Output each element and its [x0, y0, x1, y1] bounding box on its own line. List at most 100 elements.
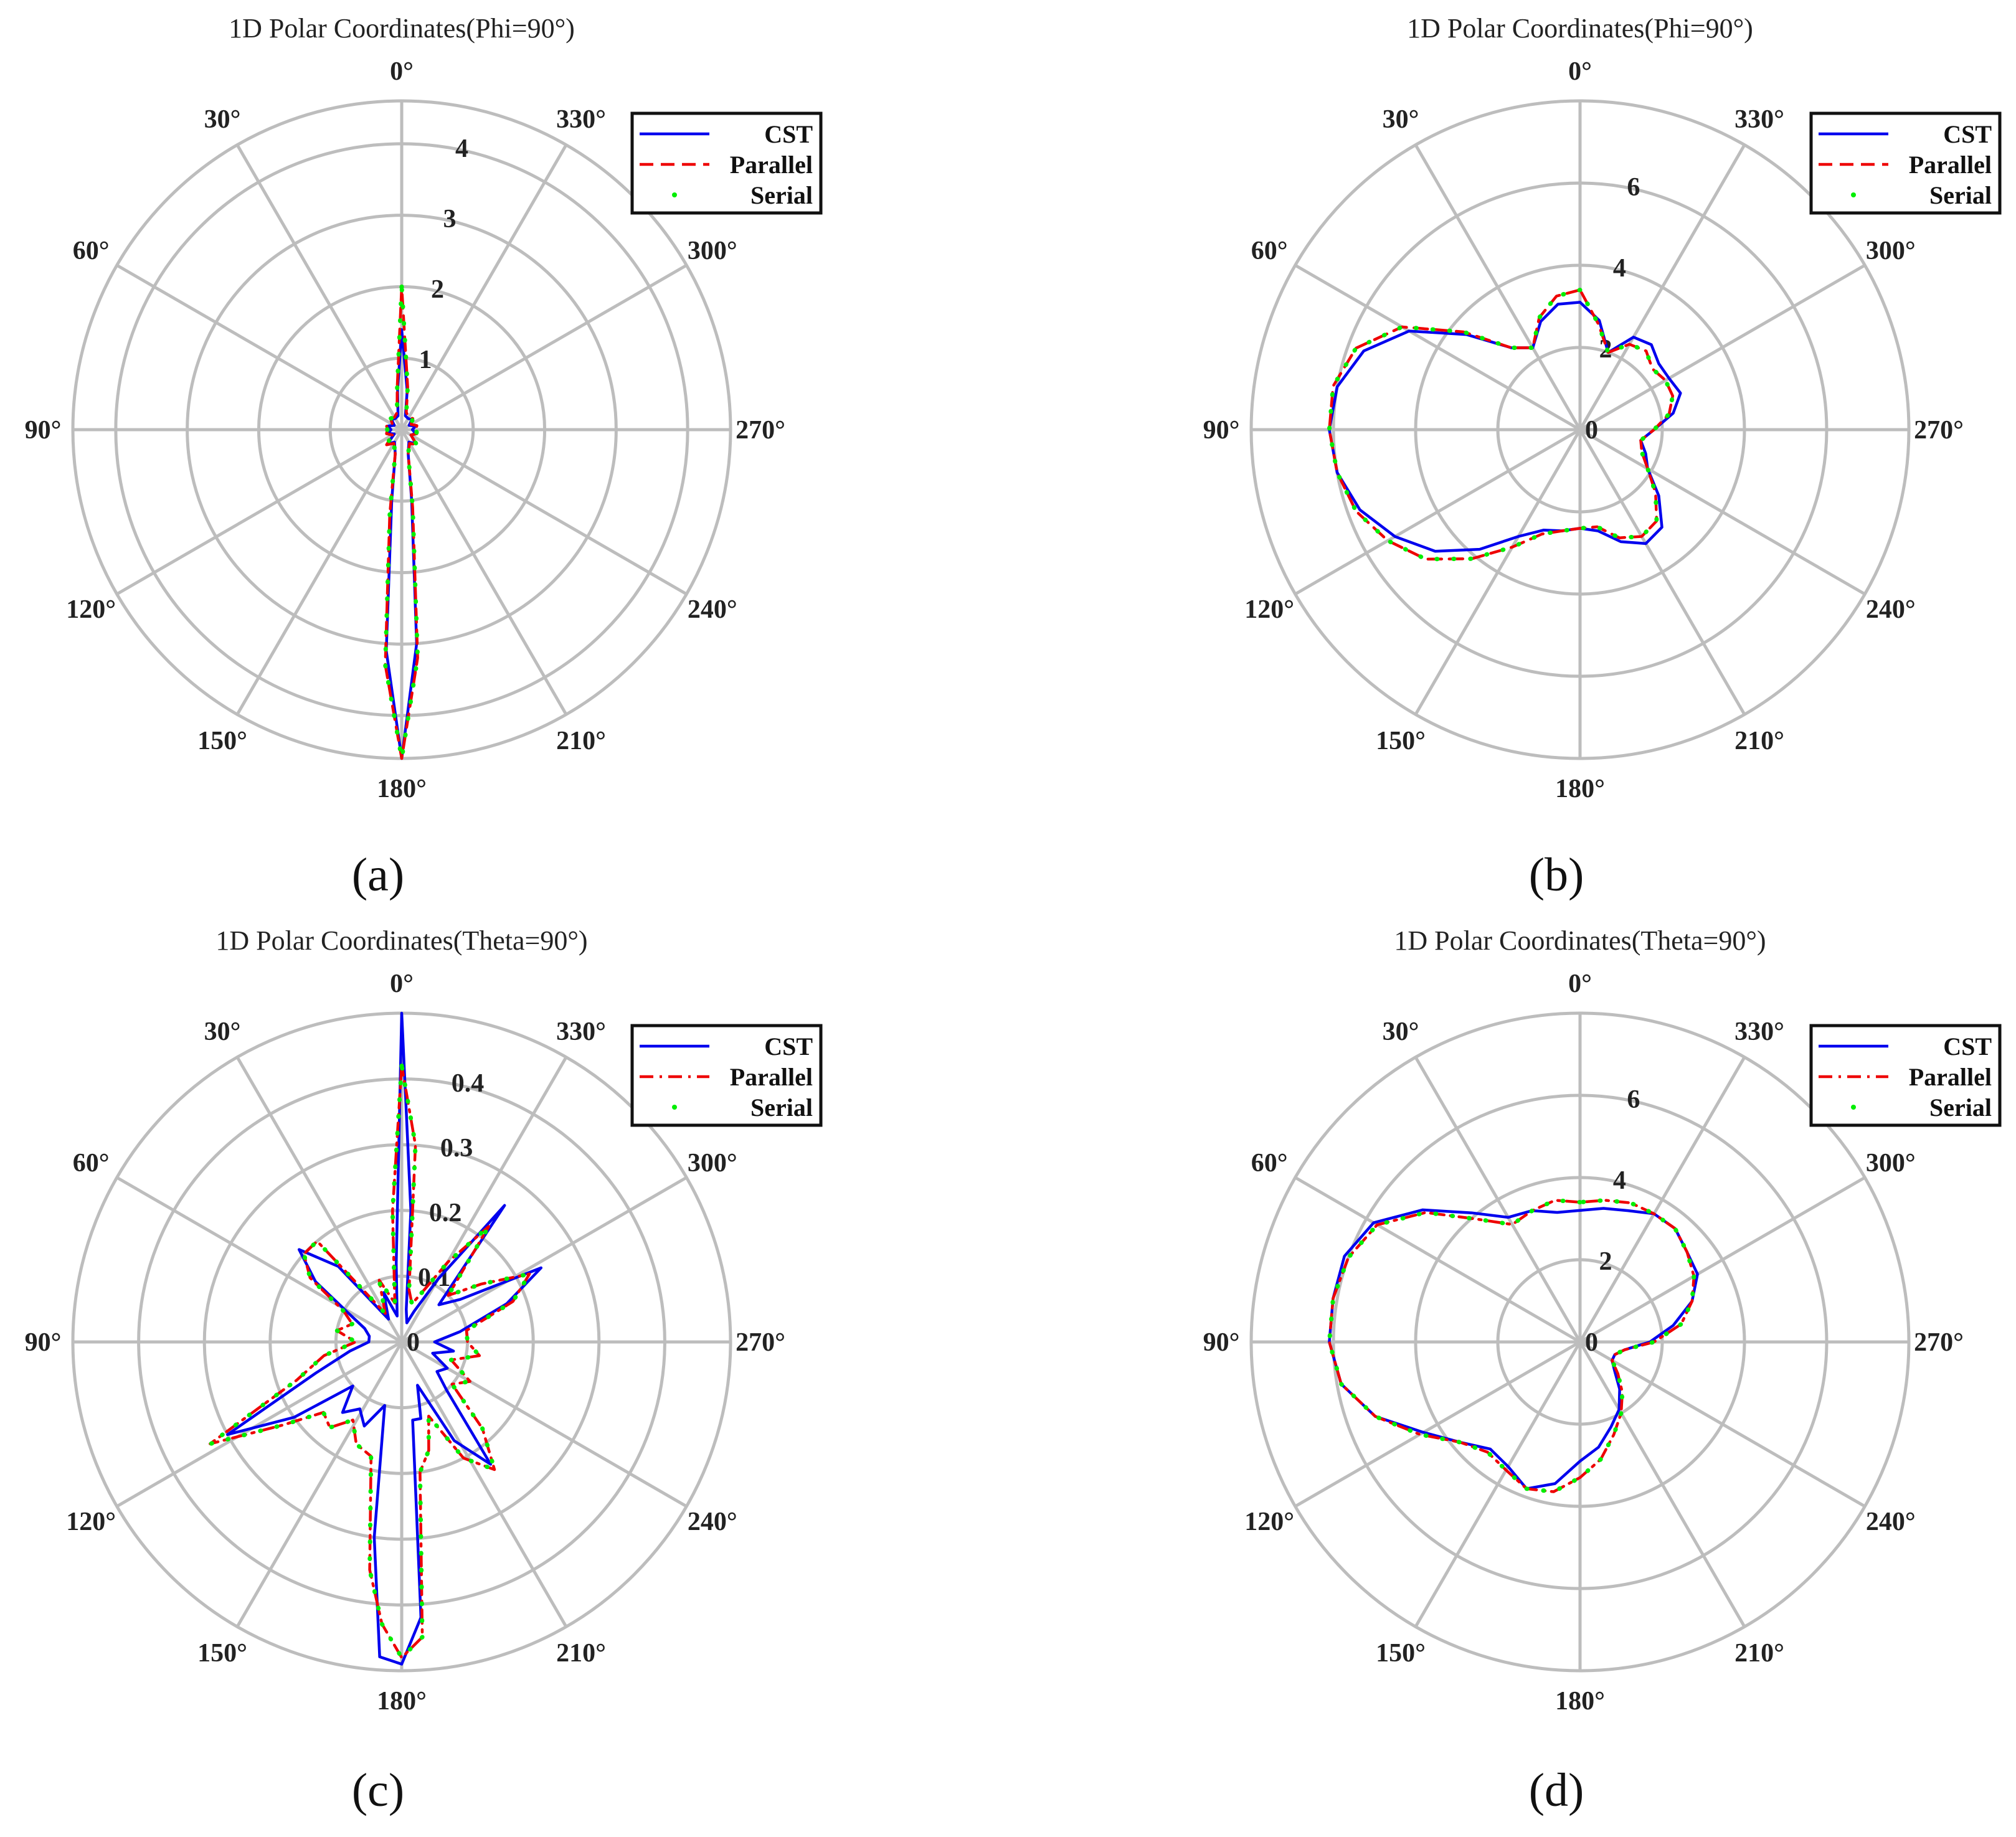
angle-tick-label: 60°: [1251, 1149, 1288, 1178]
series-parallel-line: [384, 285, 419, 760]
radial-tick-label: 0.3: [440, 1134, 473, 1163]
polar-chart-b: 1D Polar Coordinates(Phi=90°) 0° 30° 60° 90°…: [1203, 13, 2002, 901]
legend-box: [1809, 1024, 2002, 1127]
radial-tick-label: 0: [1585, 416, 1598, 445]
grid-spoke: [1578, 144, 1746, 431]
angle-tick-label: 30°: [1383, 1018, 1419, 1046]
angle-tick-label: 330°: [556, 1018, 606, 1046]
angle-tick-label: 330°: [1734, 105, 1784, 134]
grid-spoke: [1294, 1176, 1581, 1344]
grid-spoke: [400, 144, 568, 431]
legend-label-parallel: Parallel: [1909, 1063, 1992, 1091]
angle-tick-label: 210°: [1734, 727, 1784, 755]
legend-box: [630, 1024, 823, 1127]
angle-tick-label: 30°: [204, 1018, 241, 1046]
angle-tick-label: 240°: [1866, 1508, 1916, 1536]
grid-spoke: [400, 1341, 568, 1628]
angle-tick-label: 180°: [1555, 775, 1605, 803]
grid-spoke: [1578, 1056, 1746, 1343]
radial-tick-label: 2: [1599, 1247, 1612, 1276]
radial-tick-label: 0.2: [429, 1199, 462, 1227]
grid-spoke: [400, 428, 688, 596]
radial-tick-label: 4: [1613, 1166, 1626, 1195]
series-serial-line: [1327, 288, 1675, 562]
grid-spoke: [1414, 1056, 1582, 1343]
series-serial-line: [1327, 1198, 1697, 1494]
angle-tick-label: 270°: [736, 1328, 785, 1357]
legend-label-parallel: Parallel: [1909, 151, 1992, 179]
legend-label-serial: Serial: [1929, 181, 1992, 209]
angle-tick-label: 180°: [377, 1687, 427, 1716]
angle-tick-label: 300°: [1866, 237, 1916, 265]
radial-tick-label: 4: [455, 135, 468, 163]
angle-tick-label: 270°: [736, 416, 785, 445]
legend-label-serial: Serial: [750, 1093, 813, 1122]
legend-label-parallel: Parallel: [730, 1063, 813, 1091]
grid-spoke: [235, 428, 404, 715]
angle-tick-label: 300°: [688, 1149, 737, 1178]
angle-tick-label: 150°: [197, 727, 247, 755]
angle-tick-label: 0°: [390, 57, 414, 86]
grid-spoke: [1579, 1340, 1866, 1508]
polar-chart-d: 1D Polar Coordinates(Theta=90°) 0° 30° 60° 9…: [1203, 925, 2002, 1816]
panel-caption: (c): [352, 1764, 404, 1816]
angle-tick-label: 60°: [1251, 237, 1288, 265]
grid-spoke: [400, 1056, 568, 1343]
legend-swatch-serial: [1851, 1105, 1856, 1110]
chart-title: 1D Polar Coordinates(Phi=90°): [1407, 13, 1753, 44]
radial-tick-label: 1: [419, 346, 432, 374]
angle-tick-label: 210°: [1734, 1639, 1784, 1668]
legend-label-parallel: Parallel: [730, 151, 813, 179]
grid-spoke: [235, 144, 404, 431]
angle-tick-label: 240°: [688, 595, 737, 624]
angle-tick-label: 180°: [1555, 1687, 1605, 1716]
radial-tick-label: 6: [1627, 1085, 1640, 1114]
radial-tick-label: 0.4: [452, 1069, 485, 1098]
grid-spoke: [1294, 428, 1581, 596]
legend-swatch-serial: [672, 192, 677, 197]
angle-tick-label: 30°: [204, 105, 241, 134]
angle-tick-label: 150°: [197, 1639, 247, 1668]
legend-label-cst: CST: [1943, 120, 1992, 148]
chart-title: 1D Polar Coordinates(Theta=90°): [1394, 925, 1766, 956]
angle-tick-label: 270°: [1914, 416, 1964, 445]
chart-title: 1D Polar Coordinates(Theta=90°): [215, 925, 587, 956]
grid-spoke: [400, 1176, 688, 1344]
angle-tick-label: 120°: [66, 1508, 116, 1536]
angle-tick-label: 300°: [1866, 1149, 1916, 1178]
grid-spoke: [400, 428, 568, 715]
legend-swatch-serial: [1851, 192, 1856, 197]
grid-spoke: [235, 1056, 404, 1343]
grid-spoke: [116, 428, 403, 596]
legend-label-serial: Serial: [750, 181, 813, 209]
angle-tick-label: 150°: [1376, 1639, 1426, 1668]
angle-tick-label: 270°: [1914, 1328, 1964, 1357]
angle-tick-label: 180°: [377, 775, 427, 803]
radial-tick-label: 0: [407, 1328, 420, 1357]
legend-swatch-serial: [672, 1105, 677, 1110]
angle-tick-label: 120°: [66, 595, 116, 624]
angle-tick-label: 300°: [688, 237, 737, 265]
angle-tick-label: 330°: [556, 105, 606, 134]
grid-spoke: [1414, 144, 1582, 431]
panel-caption: (b): [1529, 849, 1584, 901]
polar-chart-c: 1D Polar Coordinates(Theta=90°) 0° 30° 60° 9…: [25, 925, 823, 1816]
grid-spoke: [400, 1340, 688, 1508]
angle-tick-label: 90°: [1203, 1328, 1240, 1357]
angle-tick-label: 0°: [390, 970, 414, 998]
series-serial-line: [207, 1064, 532, 1660]
radial-tick-label: 4: [1613, 254, 1626, 283]
angle-tick-label: 60°: [73, 1149, 110, 1178]
angle-tick-label: 90°: [25, 1328, 62, 1357]
grid-spoke: [400, 263, 688, 432]
angle-tick-label: 240°: [688, 1508, 737, 1536]
angle-tick-label: 0°: [1568, 970, 1592, 998]
radial-tick-label: 3: [443, 205, 457, 234]
angle-tick-label: 240°: [1866, 595, 1916, 624]
series-cst-line: [1328, 1207, 1699, 1490]
grid-spoke: [1414, 428, 1582, 715]
radial-tick-label: 2: [431, 275, 444, 304]
